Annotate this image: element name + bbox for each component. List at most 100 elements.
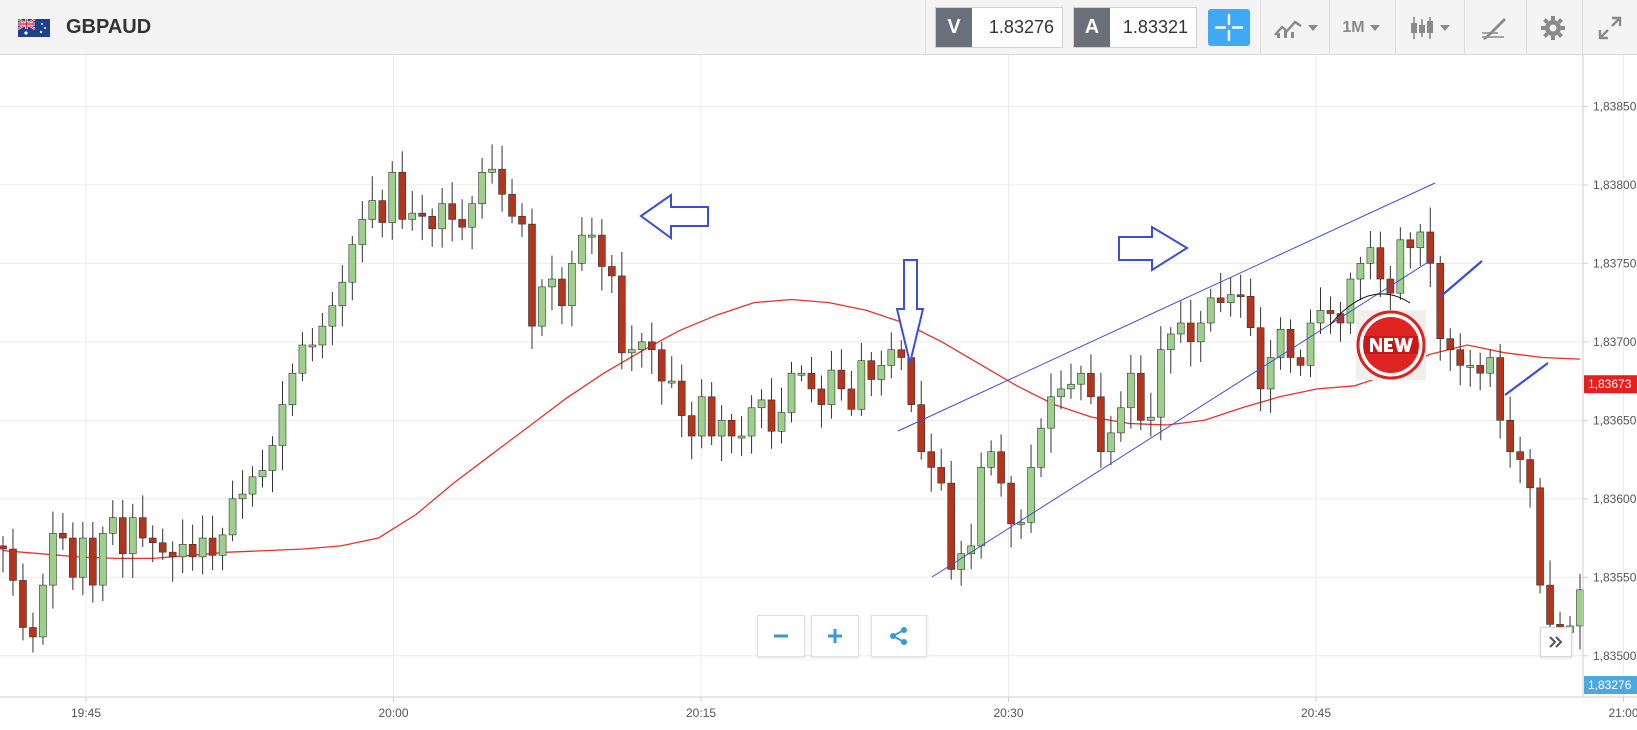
candle (318, 312, 327, 359)
buy-price-button[interactable]: A 1.83321 (1073, 7, 1197, 48)
bull-candle-body (408, 212, 417, 220)
chart-type-button[interactable] (1400, 0, 1458, 55)
bull-candle-body (1017, 522, 1025, 525)
bear-candle-body (428, 215, 436, 230)
zoom-out-button[interactable] (757, 615, 805, 657)
candle (568, 250, 576, 327)
channel-upper-line[interactable] (897, 182, 1436, 432)
arc-drawing[interactable] (1329, 293, 1411, 326)
candle (787, 361, 796, 423)
new-sticker-icon (1356, 310, 1426, 380)
candle (488, 144, 496, 184)
price-chart[interactable]: 1,838501,838001,837501,837001,836501,836… (0, 55, 1637, 730)
candlestick-icon (1410, 16, 1433, 39)
price-tick-label: 1,83650 (1593, 413, 1637, 427)
expand-icon (1598, 16, 1622, 39)
bear-candle-body (448, 203, 456, 220)
bear-candle-body (1446, 338, 1455, 350)
bear-candle-body (89, 537, 97, 586)
bear-candle-body (807, 372, 816, 390)
time-tick-label: 21:00 (1608, 706, 1637, 720)
candle (1216, 272, 1225, 313)
candle (39, 573, 47, 645)
bear-candle-body (508, 193, 516, 217)
candle (1446, 328, 1455, 371)
timeframe-select[interactable]: 1M (1333, 0, 1389, 55)
candle (1266, 340, 1275, 413)
bull-candle-body (1117, 407, 1125, 434)
toolbar-divider (1464, 0, 1465, 55)
bear-candle-body (947, 482, 955, 570)
bull-candle-body (128, 517, 137, 555)
candle (49, 511, 57, 609)
draw-tools-button[interactable] (1466, 0, 1522, 55)
candle (108, 500, 117, 545)
chevron-down-icon (1439, 24, 1450, 31)
bear-candle-body (418, 212, 427, 217)
short-trend-line[interactable] (1504, 362, 1549, 396)
zoom-in-button[interactable] (811, 615, 859, 657)
bear-candle-body (727, 420, 736, 437)
double-chevron-right-icon (1549, 636, 1563, 648)
candle (1456, 333, 1465, 386)
price-tick-label: 1,83750 (1593, 256, 1637, 270)
candle (1376, 231, 1385, 298)
bull-candle-body (308, 344, 317, 348)
symbol-name[interactable]: GBPAUD (66, 16, 152, 38)
time-tick-label: 20:45 (1301, 706, 1331, 720)
bull-candle-body (1176, 322, 1185, 335)
fullscreen-button[interactable] (1586, 0, 1634, 55)
price-axis[interactable]: 1,838501,838001,837501,837001,836501,836… (1582, 55, 1637, 697)
bear-candle-body (837, 369, 846, 390)
draw-icon (1482, 17, 1506, 40)
candle (0, 536, 7, 573)
channel-lower-line[interactable] (931, 258, 1434, 578)
bear-candle-body (528, 223, 536, 327)
candle (1246, 278, 1255, 336)
settings-button[interactable] (1528, 0, 1578, 55)
bear-candle-body (937, 467, 946, 484)
bear-candle-body (1376, 247, 1385, 280)
toolbar-divider (925, 0, 926, 55)
candle (268, 436, 277, 493)
candle (867, 351, 876, 397)
candle (1336, 301, 1345, 342)
candle (208, 515, 217, 571)
candle (987, 440, 995, 476)
bear-candle-body (1526, 459, 1534, 489)
candle (1147, 392, 1155, 437)
bear-candle-body (817, 388, 826, 405)
arrow-left-drawing[interactable] (639, 193, 709, 240)
bull-candle-body (1416, 231, 1425, 248)
candle (1466, 349, 1475, 387)
candle (168, 541, 177, 582)
candle (857, 342, 866, 416)
chart-toolbar: GBPAUD V 1.83276 A 1.83321 1M (0, 0, 1637, 55)
share-button[interactable] (871, 615, 927, 657)
bull-candle-body (328, 305, 337, 327)
candle (777, 387, 786, 444)
short-trend-line[interactable] (1439, 260, 1483, 298)
bid-price-label: 1,83276 (1588, 678, 1632, 692)
arrow-down-drawing[interactable] (895, 259, 925, 364)
candle (378, 189, 387, 238)
bull-candle-body (248, 476, 257, 495)
indicators-button[interactable] (1265, 0, 1325, 55)
bull-candle-body (667, 380, 676, 384)
bear-candle-body (1476, 365, 1484, 374)
arrow-right-drawing[interactable] (1118, 225, 1189, 272)
scroll-to-latest-button[interactable] (1540, 627, 1572, 657)
candle (647, 322, 656, 375)
crosshair-button[interactable] (1208, 9, 1250, 46)
bull-candle-body (1147, 416, 1155, 421)
candle (1007, 476, 1015, 548)
time-axis[interactable]: 19:4520:0020:1520:3020:4521:0021:1521:30… (0, 696, 1637, 720)
bull-candle-body (1576, 589, 1584, 627)
bear-candle-body (927, 451, 936, 468)
candle (1306, 309, 1315, 378)
candle (128, 503, 137, 579)
toolbar-divider (1582, 0, 1583, 55)
candlestick-series (0, 144, 1584, 656)
sell-price-button[interactable]: V 1.83276 (935, 7, 1063, 48)
bear-candle-body (69, 537, 77, 578)
